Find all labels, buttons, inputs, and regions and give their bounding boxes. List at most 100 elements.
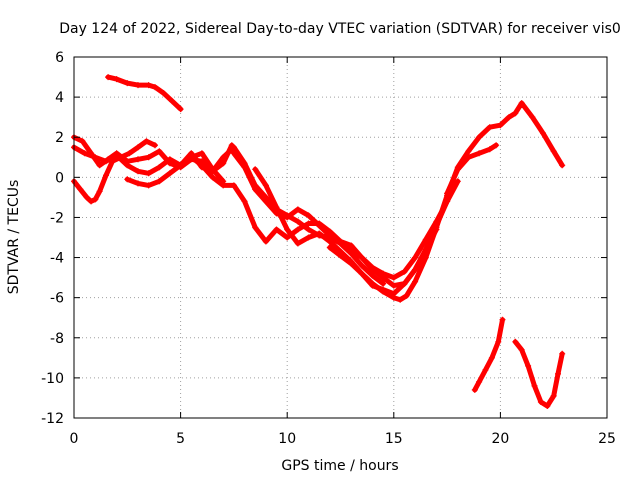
- data-point: [113, 152, 120, 159]
- data-point: [380, 280, 387, 287]
- data-point: [105, 74, 112, 81]
- series-arc-10: [444, 142, 500, 197]
- series-arc-7: [230, 150, 451, 281]
- data-point: [412, 254, 419, 261]
- data-point: [126, 150, 133, 157]
- series-arc-12: [512, 338, 566, 409]
- data-point: [326, 244, 333, 251]
- data-point: [262, 182, 269, 189]
- data-point: [188, 154, 195, 161]
- x-tick-label: 20: [491, 431, 509, 447]
- data-point: [156, 148, 163, 155]
- x-tick-label: 25: [598, 431, 616, 447]
- data-point: [444, 190, 451, 197]
- data-point: [337, 252, 344, 259]
- data-point: [559, 350, 566, 357]
- data-point: [113, 76, 120, 83]
- data-point: [220, 182, 227, 189]
- data-point: [252, 166, 259, 173]
- data-point: [454, 166, 461, 173]
- data-point: [294, 218, 301, 225]
- data-point: [209, 168, 216, 175]
- data-point: [471, 386, 478, 393]
- data-point: [358, 262, 365, 269]
- data-point: [476, 134, 483, 141]
- data-point: [160, 90, 167, 97]
- data-point: [209, 174, 216, 181]
- data-point: [230, 144, 237, 151]
- data-point: [96, 162, 103, 169]
- data-point: [230, 150, 237, 157]
- data-point: [358, 270, 365, 277]
- data-point: [145, 154, 152, 161]
- data-point: [145, 82, 152, 89]
- data-point: [495, 338, 502, 345]
- data-point: [284, 226, 291, 233]
- data-point: [166, 170, 173, 177]
- data-point: [273, 226, 280, 233]
- data-point: [135, 180, 141, 187]
- data-point: [525, 362, 532, 369]
- data-point: [273, 204, 280, 211]
- data-point: [88, 198, 95, 205]
- data-point: [476, 378, 483, 385]
- data-point: [145, 170, 152, 177]
- data-point: [390, 282, 397, 289]
- data-point: [326, 238, 333, 245]
- data-point: [135, 82, 141, 89]
- data-point: [305, 220, 312, 227]
- data-point: [166, 156, 173, 163]
- data-point: [505, 114, 512, 121]
- data-point: [305, 226, 312, 233]
- data-point: [177, 162, 184, 169]
- y-tick-label: -12: [41, 411, 64, 427]
- y-tick-label: -6: [50, 291, 64, 307]
- data-point: [152, 142, 158, 149]
- data-point: [454, 178, 461, 185]
- data-point: [198, 162, 205, 169]
- data-point: [412, 266, 419, 273]
- series-line: [252, 166, 461, 297]
- y-axis-label: SDTVAR / TECUs: [6, 180, 22, 295]
- data-point: [380, 288, 387, 295]
- chart-title: Day 124 of 2022, Sidereal Day-to-day VTE…: [59, 21, 621, 37]
- data-point: [537, 399, 544, 405]
- data-point: [465, 154, 472, 161]
- data-point: [294, 226, 301, 233]
- data-point: [497, 122, 504, 129]
- data-point: [518, 346, 525, 353]
- data-point: [79, 138, 86, 145]
- data-point: [412, 278, 419, 285]
- data-point: [92, 196, 99, 203]
- data-point: [465, 148, 472, 155]
- data-point: [305, 234, 312, 241]
- data-point: [252, 224, 259, 231]
- data-point: [518, 100, 525, 107]
- series-arc-11: [471, 316, 506, 393]
- data-point: [499, 316, 506, 323]
- data-point: [380, 270, 387, 277]
- data-point: [531, 382, 538, 389]
- data-point: [152, 84, 158, 91]
- data-point: [241, 198, 248, 205]
- data-point: [544, 403, 551, 409]
- y-tick-label: -10: [41, 371, 64, 387]
- grid: [74, 57, 607, 418]
- y-axis-ticks: -12 -10 -8 -6 -4 -2 0 2 4 6: [41, 50, 607, 427]
- y-tick-label: -4: [50, 251, 64, 267]
- data-point: [198, 150, 205, 157]
- data-point: [482, 366, 489, 373]
- x-tick-label: 15: [385, 431, 403, 447]
- data-point: [433, 224, 440, 231]
- series-arc-1: [105, 74, 184, 113]
- y-tick-label: 4: [55, 90, 64, 106]
- data-point: [294, 240, 301, 247]
- data-point: [326, 232, 333, 239]
- data-point: [390, 274, 397, 281]
- data-point: [124, 162, 131, 169]
- data-point: [348, 246, 355, 253]
- y-tick-label: -2: [50, 210, 64, 226]
- x-tick-label: 0: [70, 431, 79, 447]
- data-point: [252, 186, 259, 193]
- data-point: [369, 264, 376, 271]
